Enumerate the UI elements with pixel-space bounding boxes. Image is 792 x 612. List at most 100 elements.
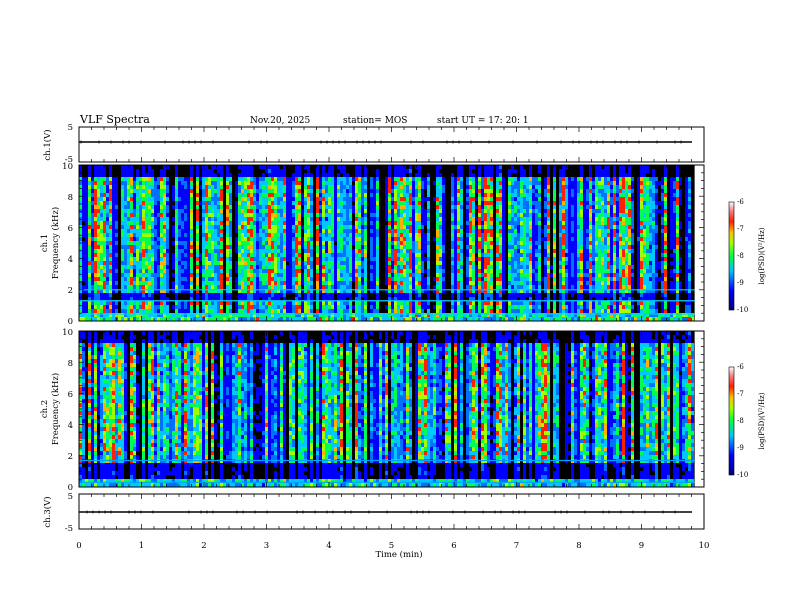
spectrogram-cell <box>469 205 472 209</box>
spectrogram-cell <box>478 217 481 221</box>
spectrogram-cell <box>190 201 193 205</box>
spectrogram-cell <box>268 173 271 177</box>
spectrogram-cell <box>334 269 337 273</box>
spectrogram-cell <box>403 197 406 201</box>
spectrogram-cell <box>310 253 313 257</box>
spectrogram-cell <box>271 181 274 185</box>
spectrogram-cell <box>457 313 460 317</box>
spectrogram-cell <box>304 181 307 185</box>
spectrogram-cell <box>298 229 301 233</box>
spectrogram-cell <box>355 225 358 229</box>
spectrogram-cell <box>358 297 361 301</box>
spectrogram-cell <box>328 169 331 173</box>
spectrogram-cell <box>283 249 286 253</box>
spectrogram-cell <box>307 169 310 173</box>
spectrogram-cell <box>358 181 361 185</box>
spectrogram-cell <box>151 293 154 297</box>
spectrogram-cell <box>238 245 241 249</box>
spectrogram-cell <box>127 249 130 253</box>
spectrogram-cell <box>472 253 475 257</box>
spectrogram-cell <box>457 301 460 305</box>
spectrogram-cell <box>265 285 268 289</box>
spectrogram-cell <box>220 189 223 193</box>
spectrogram-cell <box>337 237 340 241</box>
spectrogram-cell <box>100 277 103 281</box>
spectrogram-cell <box>373 317 376 321</box>
spectrogram-cell <box>511 257 514 261</box>
spectrogram-cell <box>412 245 415 249</box>
spectrogram-cell <box>160 285 163 289</box>
spectrogram-cell <box>376 173 379 177</box>
spectrogram-cell <box>418 225 421 229</box>
spectrogram-cell <box>319 181 322 185</box>
spectrogram-cell <box>220 257 223 261</box>
spectrogram-cell <box>490 245 493 249</box>
spectrogram-cell <box>247 201 250 205</box>
spectrogram-cell <box>346 177 349 181</box>
spectrogram-cell <box>163 253 166 257</box>
spectrogram-cell <box>187 185 190 189</box>
spectrogram-cell <box>175 173 178 177</box>
spectrogram-cell <box>220 313 223 317</box>
spectrogram-cell <box>127 217 130 221</box>
spectrogram-cell <box>226 241 229 245</box>
spectrogram-cell <box>133 229 136 233</box>
spectrogram-cell <box>346 269 349 273</box>
spectrogram-cell <box>397 313 400 317</box>
spectrogram-cell <box>148 253 151 257</box>
spectrogram-cell <box>514 293 517 297</box>
spectrogram-cell <box>94 185 97 189</box>
spectrogram-cell <box>373 229 376 233</box>
spectrogram-cell <box>172 305 175 309</box>
spectrogram-cell <box>250 209 253 213</box>
spectrogram-cell <box>490 249 493 253</box>
spectrogram-cell <box>181 189 184 193</box>
spectrogram-cell <box>100 309 103 313</box>
spectrogram-cell <box>412 233 415 237</box>
spectrogram-cell <box>283 253 286 257</box>
spectrogram-cell <box>154 225 157 229</box>
spectrogram-cell <box>175 265 178 269</box>
spectrogram-cell <box>160 289 163 293</box>
spectrogram-cell <box>262 249 265 253</box>
spectrogram-cell <box>460 313 463 317</box>
spectrogram-cell <box>274 221 277 225</box>
spectrogram-cell <box>469 229 472 233</box>
spectrogram-cell <box>340 233 343 237</box>
spectrogram-cell <box>112 285 115 289</box>
spectrogram-cell <box>205 221 208 225</box>
spectrogram-cell <box>478 193 481 197</box>
spectrogram-cell <box>484 257 487 261</box>
spectrogram-cell <box>220 201 223 205</box>
spectrogram-cell <box>334 225 337 229</box>
spectrogram-cell <box>157 245 160 249</box>
spectrogram-cell <box>91 293 94 297</box>
spectrogram-cell <box>274 269 277 273</box>
spectrogram-cell <box>142 285 145 289</box>
spectrogram-cell <box>316 301 319 305</box>
spectrogram-cell <box>511 269 514 273</box>
spectrogram-cell <box>397 189 400 193</box>
spectrogram-cell <box>94 165 97 169</box>
spectrogram-cell <box>358 221 361 225</box>
spectrogram-cell <box>154 177 157 181</box>
spectrogram-cell <box>301 281 304 285</box>
spectrogram-cell <box>343 173 346 177</box>
spectrogram-cell <box>82 301 85 305</box>
spectrogram-cell <box>331 177 334 181</box>
spectrogram-cell <box>244 169 247 173</box>
spectrogram-cell <box>163 201 166 205</box>
spectrogram-cell <box>310 305 313 309</box>
spectrogram-cell <box>433 285 436 289</box>
spectrogram-cell <box>286 301 289 305</box>
spectrogram-cell <box>367 313 370 317</box>
spectrogram-cell <box>484 217 487 221</box>
spectrogram-cell <box>352 193 355 197</box>
spectrogram-cell <box>109 197 112 201</box>
spectrogram-cell <box>109 201 112 205</box>
spectrogram-cell <box>181 309 184 313</box>
spectrogram-cell <box>97 265 100 269</box>
spectrogram-cell <box>238 309 241 313</box>
spectrogram-cell <box>499 277 502 281</box>
spectrogram-cell <box>406 245 409 249</box>
